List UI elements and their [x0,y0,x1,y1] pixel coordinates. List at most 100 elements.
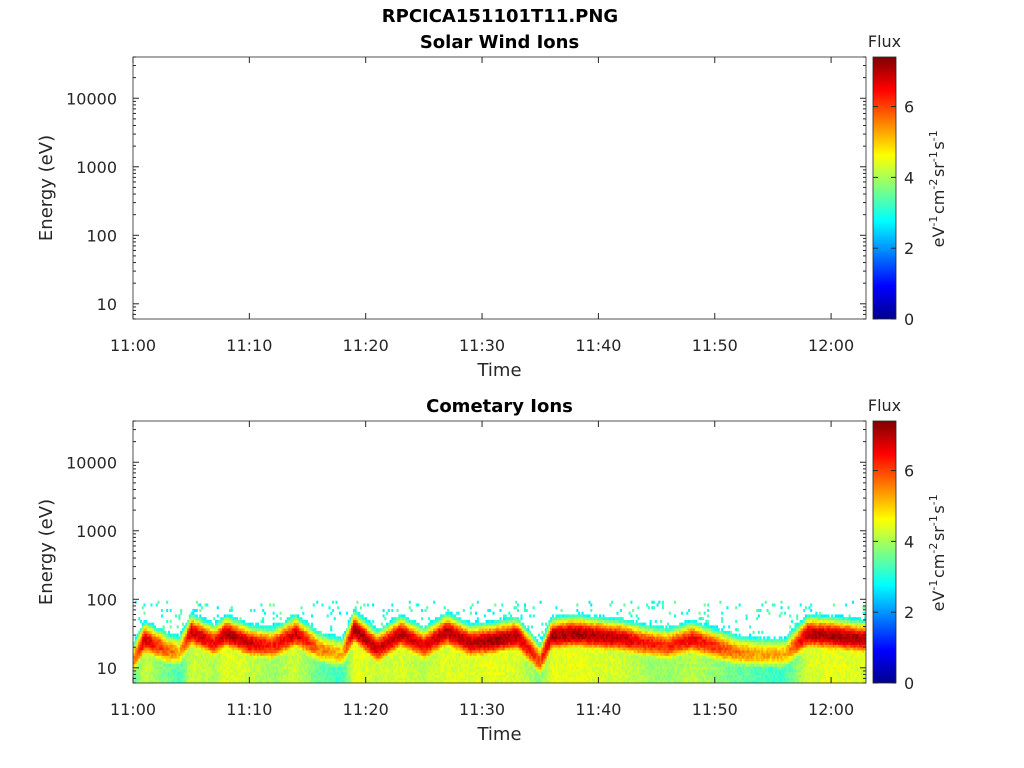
heatmap-cell [304,658,307,662]
heatmap-cell [429,666,432,670]
heatmap-cell [260,652,263,656]
heatmap-cell [141,606,144,610]
heatmap-cell [323,636,326,640]
heatmap-cell [251,636,254,640]
heatmap-cell [152,636,155,640]
heatmap-cell [441,622,444,626]
heatmap-cell [134,663,137,667]
heatmap-cell [363,677,366,681]
heatmap-cell [223,671,226,676]
heatmap-cell [333,647,336,651]
heatmap-cell [228,614,232,618]
heatmap-cell [455,677,458,681]
heatmap-cell [298,641,301,645]
heatmap-cell [475,661,478,665]
heatmap-cell [373,650,376,654]
heatmap-cell [295,614,298,618]
heatmap-cell [377,639,380,643]
heatmap-cell [305,636,308,640]
heatmap-cell [188,674,191,678]
heatmap-cell [279,622,282,626]
heatmap-cell [440,663,443,667]
heatmap-cell [194,663,197,667]
heatmap-cell [415,625,418,629]
heatmap-cell [188,625,191,629]
heatmap-cell [202,663,205,667]
heatmap-cell [248,628,251,632]
heatmap-cell [199,650,202,654]
x-tick-label: 11:40 [575,336,621,355]
heatmap-cell [321,639,324,643]
heatmap-cell [328,647,331,651]
heatmap-cell [352,647,355,651]
heatmap-cell [220,663,223,667]
heatmap-cell [413,619,417,623]
heatmap-cell [469,661,472,665]
heatmap-cell [206,663,209,667]
heatmap-cell [230,652,233,656]
heatmap-cell [269,677,272,681]
heatmap-cell [459,644,462,648]
heatmap-cell [279,680,282,683]
heatmap-cell [424,661,427,665]
heatmap-cell [431,641,434,645]
heatmap-cell [401,666,404,670]
heatmap-cell [326,680,329,683]
heatmap-cell [239,686,241,689]
heatmap-cell [394,680,397,683]
heatmap-cell [382,650,385,654]
heatmap-cell [365,671,368,676]
heatmap-cell [373,658,376,662]
heatmap-cell [181,622,184,626]
heatmap-cell [234,630,237,634]
x-tick-label: 11:10 [226,336,272,355]
heatmap-cell [157,680,160,683]
heatmap-cell [415,639,418,643]
heatmap-cell [361,617,364,621]
heatmap-cell [148,636,151,640]
heatmap-cell [361,628,364,632]
heatmap-cell [461,677,464,681]
heatmap-cell [134,671,137,676]
heatmap-cell [338,677,341,681]
heatmap-cell [426,625,429,629]
heatmap-cell [153,633,156,637]
heatmap-cell [342,658,345,662]
heatmap-cell [228,622,232,626]
heatmap-cell [368,666,371,670]
heatmap-cell [436,628,439,632]
heatmap-cell [386,636,389,640]
heatmap-cell [426,628,429,632]
heatmap-cell [164,671,167,676]
heatmap-cell [462,655,465,659]
heatmap-cell [260,644,263,648]
heatmap-cell [420,608,424,612]
heatmap-cell [256,633,259,637]
heatmap-cell [434,680,437,683]
heatmap-cell [468,639,471,643]
heatmap-cell [352,658,355,662]
heatmap-cell [237,674,240,678]
heatmap-cell [258,628,261,632]
heatmap-cell [225,674,228,678]
heatmap-cell [450,625,453,629]
heatmap-cell [450,628,453,632]
heatmap-cell [422,650,425,654]
heatmap-cell [471,650,474,654]
heatmap-cell [262,661,265,665]
heatmap-cell [293,666,296,670]
heatmap-cell [466,625,469,629]
heatmap-cell [276,614,279,618]
heatmap-cell [450,658,453,662]
heatmap-cell [420,658,424,662]
heatmap-cell [304,663,307,667]
heatmap-cell [338,639,341,643]
heatmap-cell [363,680,366,683]
heatmap-cell [417,680,420,683]
heatmap-cell [452,658,455,662]
heatmap-cell [391,652,394,656]
heatmap-cell [314,666,317,670]
heatmap-cell [150,677,153,681]
heatmap-cell [241,666,244,670]
heatmap-cell [318,644,321,648]
